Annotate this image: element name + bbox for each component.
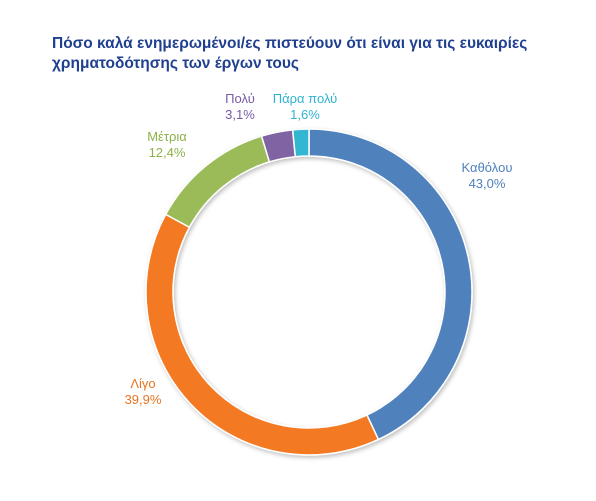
slice-1-category-label: Καθόλου (462, 160, 513, 175)
slice-1-value-label: 43,0% (469, 176, 506, 191)
slice-3-category-label: Μέτρια (147, 129, 187, 144)
slice-5-segment (291, 128, 310, 158)
slice-4-category-label: Πολύ (225, 91, 255, 106)
slice-2-value-label: 39,9% (125, 392, 162, 407)
slice-1-segment (308, 128, 473, 441)
chart-title: Πόσο καλά ενημερωμένοι/ες πιστεύουν ότι … (52, 35, 528, 72)
slice-5-category-label: Πάρα πολύ (273, 91, 338, 106)
slice-4-value-label: 3,1% (225, 107, 255, 122)
slice-2-segment (145, 213, 380, 456)
slice-3-value-label: 12,4% (149, 145, 186, 160)
slice-5-value-label: 1,6% (290, 107, 320, 122)
slice-2-category-label: Λίγο (130, 376, 155, 391)
